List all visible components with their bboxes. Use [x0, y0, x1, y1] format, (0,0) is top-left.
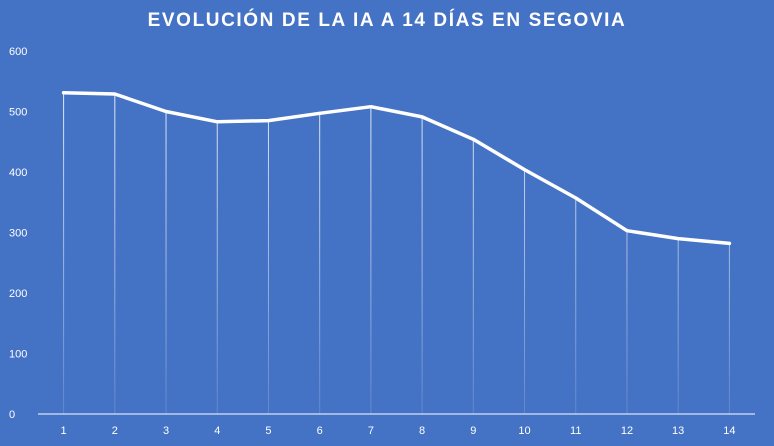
- x-tick-label: 3: [163, 425, 169, 437]
- y-tick-label: 100: [9, 349, 27, 361]
- y-tick-label: 200: [9, 288, 27, 300]
- data-point: [574, 196, 578, 200]
- x-tick-label: 2: [112, 425, 118, 437]
- data-point: [62, 91, 66, 95]
- data-point: [164, 110, 168, 113]
- x-tick-label: 13: [672, 425, 684, 437]
- x-tick-label: 4: [214, 425, 220, 437]
- data-point: [727, 241, 731, 245]
- data-point: [676, 237, 680, 241]
- data-point: [266, 119, 270, 123]
- y-tick-label: 400: [9, 167, 27, 179]
- y-tick-label: 300: [9, 228, 27, 240]
- data-point: [113, 92, 117, 96]
- x-tick-label: 6: [317, 425, 323, 437]
- x-tick-label: 11: [570, 425, 581, 437]
- x-tick-label: 9: [470, 425, 476, 437]
- data-point: [523, 168, 527, 172]
- data-point: [318, 111, 322, 115]
- chart-title: EVOLUCIÓN DE LA IA A 14 DÍAS EN SEGOVIA: [147, 10, 627, 31]
- data-point: [369, 105, 373, 109]
- y-tick-label: 500: [9, 107, 27, 119]
- x-tick-label: 14: [723, 425, 735, 437]
- x-tick-label: 12: [621, 425, 633, 437]
- x-tick-label: 5: [265, 425, 271, 437]
- data-point: [215, 120, 219, 124]
- x-tick-label: 1: [61, 425, 67, 437]
- y-tick-label: 0: [9, 409, 15, 421]
- x-tick-label: 7: [368, 425, 374, 437]
- data-point: [625, 229, 629, 233]
- x-tick-label: 10: [518, 425, 530, 437]
- data-point: [471, 137, 475, 141]
- series-line: [61, 90, 732, 246]
- data-point: [420, 115, 424, 119]
- y-tick-label: 600: [9, 46, 27, 58]
- x-tick-label: 8: [419, 425, 425, 437]
